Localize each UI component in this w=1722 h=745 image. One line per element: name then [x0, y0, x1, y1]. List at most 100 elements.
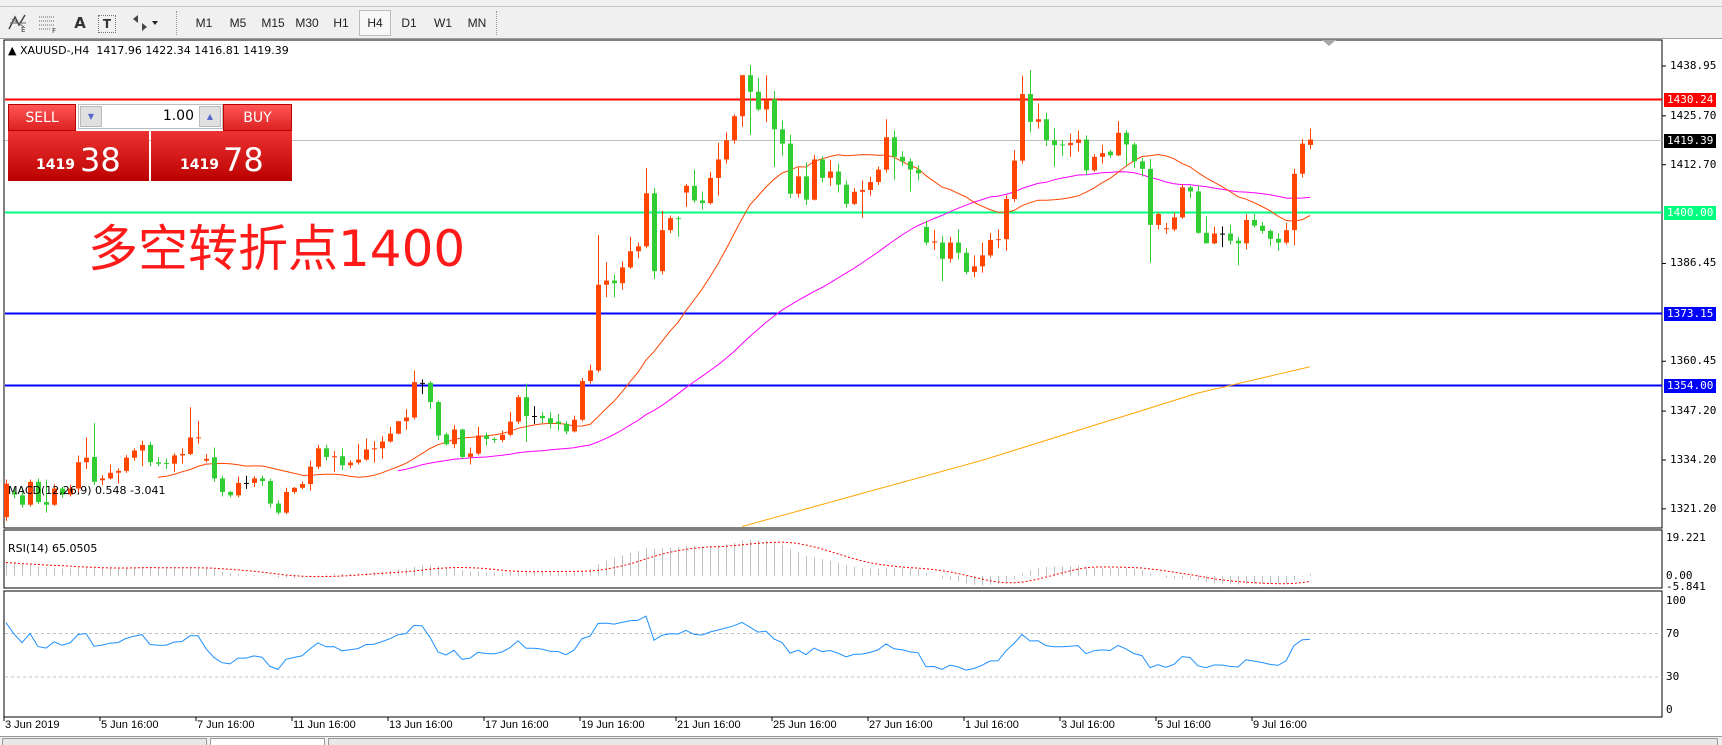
candle-body [180, 453, 185, 456]
lot-increase-button[interactable]: ▲ [199, 106, 221, 127]
chart-canvas[interactable] [0, 39, 1722, 736]
candle-body [580, 380, 585, 420]
candle-body [316, 448, 321, 467]
candle-body [476, 435, 481, 454]
candle-body [12, 492, 17, 495]
candle-body [236, 482, 241, 496]
chart-annotation-text[interactable]: 多空转折点1400 [88, 220, 466, 278]
timeframe-w1[interactable]: W1 [434, 16, 452, 30]
collapse-triangle-icon[interactable]: ▲ [8, 44, 20, 57]
candle-body [948, 242, 953, 259]
candle-body [212, 457, 217, 479]
candle-body [164, 462, 169, 464]
candle-body [1220, 233, 1225, 235]
buy-button[interactable]: BUY [223, 104, 292, 131]
lot-size-field[interactable]: ▼ 1.00 ▲ [78, 104, 223, 129]
chart-tabs [0, 736, 1722, 745]
candle-body [620, 267, 625, 284]
candle-body [700, 200, 705, 204]
sell-button[interactable]: SELL [8, 104, 76, 131]
candle-body [20, 495, 25, 505]
candle-body [388, 433, 393, 442]
candle-body [1252, 220, 1257, 226]
candle-body [652, 193, 657, 272]
timeframe-m1[interactable]: M1 [195, 16, 213, 30]
candle-body [156, 462, 161, 464]
candle-body [940, 242, 945, 259]
chart-tab[interactable] [2, 738, 207, 745]
candle-body [844, 184, 849, 204]
arrows-dropdown-icon[interactable] [130, 12, 160, 34]
timeframe-m15[interactable]: M15 [261, 16, 285, 30]
candle-body [876, 169, 881, 183]
timeframe-d1[interactable]: D1 [401, 16, 417, 30]
candle-body [60, 488, 65, 495]
candle-body [172, 455, 177, 464]
elliott-wave-icon[interactable]: E [6, 12, 30, 34]
main-pane-frame [3, 39, 1663, 529]
candle-body [492, 438, 497, 441]
candle-body [356, 459, 361, 463]
timeframe-m5[interactable]: M5 [229, 16, 247, 30]
candle-body [564, 423, 569, 432]
sell-price-button[interactable]: 1419 38 [8, 131, 149, 181]
chart-tab[interactable] [328, 738, 1718, 745]
price-line-label: 1430.24 [1664, 92, 1717, 107]
timeframe-mn[interactable]: MN [467, 16, 487, 30]
candle-body [1004, 198, 1009, 240]
rsi-axis-label: 0 [1666, 702, 1673, 716]
candle-body [52, 488, 57, 505]
toolbar: E F A T M1 M5 M15 M30 H1 H4 D1 W1 MN [0, 7, 1722, 39]
buy-price-button[interactable]: 1419 78 [151, 131, 292, 181]
candle-body [1236, 240, 1241, 244]
candle-body [524, 397, 529, 416]
candle-body [740, 75, 745, 117]
candle-body [468, 453, 473, 457]
text-icon[interactable]: A [74, 14, 86, 32]
candle-body [276, 503, 281, 513]
lot-decrease-button[interactable]: ▼ [80, 106, 102, 127]
top-strip [0, 0, 1722, 7]
timeframe-h4[interactable]: H4 [359, 10, 391, 36]
moving-average-fast [157, 153, 1311, 478]
candle-body [340, 456, 345, 466]
candle-body [988, 239, 993, 256]
chart-header: ▲ XAUUSD-,H4 1417.96 1422.34 1416.81 141… [8, 44, 289, 57]
fibonacci-icon[interactable]: F [36, 12, 60, 34]
candle-body [404, 417, 409, 422]
candle-body [508, 421, 513, 435]
candle-body [892, 137, 897, 157]
candle-body [252, 478, 257, 483]
candle-body [908, 161, 913, 170]
candle-body [868, 182, 873, 190]
candle-body [444, 434, 449, 445]
chart-tab-active[interactable] [210, 738, 325, 745]
candle-body [1188, 187, 1193, 192]
candle-body [764, 100, 769, 110]
candle-body [420, 382, 425, 384]
timeframe-h1[interactable]: H1 [333, 16, 349, 30]
lot-size-value[interactable]: 1.00 [162, 108, 194, 124]
price-line-label: 1354.00 [1664, 378, 1717, 393]
candle-body [772, 99, 777, 130]
candle-body [996, 239, 1001, 241]
date-axis-label: 1 Jul 16:00 [965, 719, 1019, 731]
candle-body [900, 156, 905, 162]
price-line-label: 1373.15 [1664, 306, 1717, 321]
price-axis-label: 1412.70 [1670, 157, 1717, 171]
candle-body [1028, 94, 1033, 122]
candle-body [540, 415, 545, 419]
price-line-label: 1400.00 [1664, 205, 1717, 220]
candle-body [84, 457, 89, 463]
candle-body [332, 456, 337, 458]
candle-body [932, 241, 937, 243]
chart-window[interactable]: ▲ XAUUSD-,H4 1417.96 1422.34 1416.81 141… [0, 39, 1722, 736]
candle-body [804, 176, 809, 200]
price-axis-label: 1386.45 [1670, 256, 1717, 270]
candle-body [748, 75, 753, 92]
rsi-pane-frame [3, 590, 1663, 718]
text-label-icon[interactable]: T [98, 15, 116, 33]
timeframe-m30[interactable]: M30 [295, 16, 319, 30]
candle-body [612, 280, 617, 284]
price-axis-label: 1360.45 [1670, 354, 1717, 368]
